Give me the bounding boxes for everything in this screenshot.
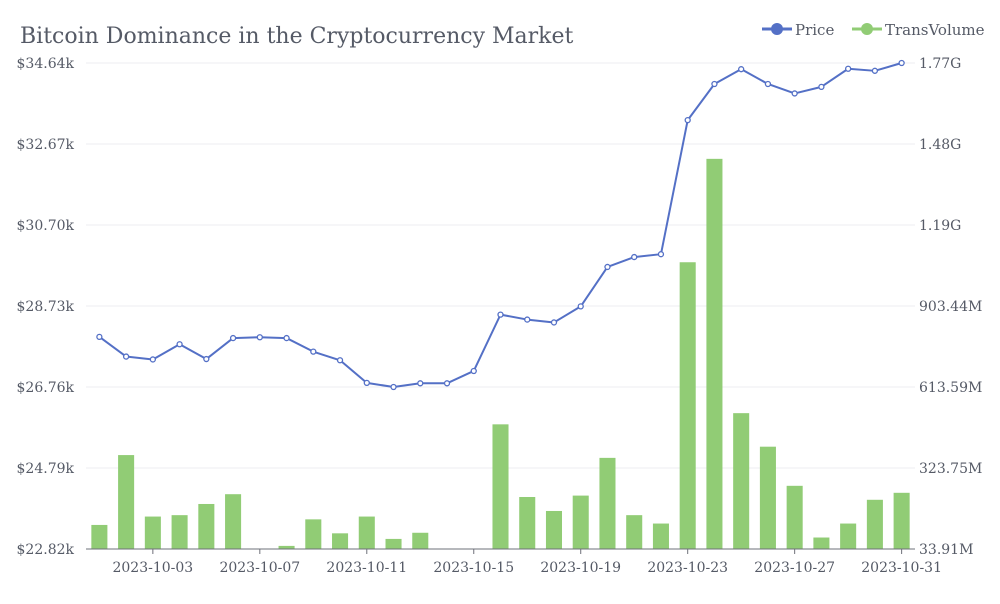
y-left-tick-label: $26.76k [17, 380, 75, 396]
y-right-tick-label: 903.44M [919, 299, 982, 315]
transvolume-bar[interactable] [118, 455, 134, 549]
transvolume-bar[interactable] [412, 533, 428, 549]
price-point[interactable] [418, 381, 423, 386]
transvolume-bar[interactable] [626, 515, 642, 549]
transvolume-bar[interactable] [680, 262, 696, 549]
price-point[interactable] [284, 336, 289, 341]
price-point[interactable] [124, 354, 129, 359]
price-point[interactable] [712, 81, 717, 86]
transvolume-bar[interactable] [386, 539, 402, 549]
x-tick-label: 2023-10-27 [754, 560, 835, 576]
price-point[interactable] [632, 255, 637, 260]
x-tick-label: 2023-10-19 [540, 560, 621, 576]
legend-transvolume-label: TransVolume [885, 21, 985, 39]
price-point[interactable] [525, 317, 530, 322]
transvolume-bar[interactable] [225, 494, 241, 549]
price-point[interactable] [899, 61, 904, 66]
price-point[interactable] [364, 380, 369, 385]
price-point[interactable] [658, 252, 663, 257]
x-tick-label: 2023-10-15 [433, 560, 514, 576]
transvolume-bar[interactable] [813, 538, 829, 549]
transvolume-bar[interactable] [733, 413, 749, 549]
legend-item-price[interactable]: Price [762, 21, 834, 39]
transvolume-bar[interactable] [145, 517, 161, 549]
legend-transvolume-marker [861, 23, 873, 35]
legend-price-label: Price [795, 21, 834, 39]
price-point[interactable] [338, 358, 343, 363]
transvolume-bar[interactable] [91, 525, 107, 549]
transvolume-bar[interactable] [653, 524, 669, 549]
legend-price-marker [771, 23, 783, 35]
price-point[interactable] [792, 91, 797, 96]
y-right-tick-label: 1.19G [919, 218, 961, 234]
price-point[interactable] [231, 336, 236, 341]
price-point[interactable] [846, 66, 851, 71]
price-point[interactable] [605, 264, 610, 269]
price-point[interactable] [177, 342, 182, 347]
transvolume-bar[interactable] [359, 517, 375, 549]
y-right-tick-label: 1.77G [919, 56, 961, 72]
x-tick-label: 2023-10-23 [647, 560, 728, 576]
transvolume-bar[interactable] [332, 533, 348, 549]
transvolume-bar[interactable] [760, 447, 776, 549]
transvolume-bar[interactable] [867, 500, 883, 549]
price-point[interactable] [739, 67, 744, 72]
transvolume-bar[interactable] [198, 504, 214, 549]
price-point[interactable] [471, 368, 476, 373]
x-tick-label: 2023-10-03 [112, 560, 193, 576]
price-point[interactable] [765, 81, 770, 86]
price-point[interactable] [150, 357, 155, 362]
transvolume-bar[interactable] [305, 519, 321, 549]
legend-item-transvolume[interactable]: TransVolume [852, 21, 985, 39]
transvolume-bar[interactable] [894, 493, 910, 549]
transvolume-bar[interactable] [519, 497, 535, 549]
price-point[interactable] [498, 312, 503, 317]
transvolume-bar[interactable] [492, 424, 508, 549]
x-tick-label: 2023-10-07 [219, 560, 300, 576]
transvolume-bar[interactable] [599, 458, 615, 549]
price-point[interactable] [551, 320, 556, 325]
price-point[interactable] [204, 357, 209, 362]
y-right-tick-label: 613.59M [919, 380, 982, 396]
price-point[interactable] [391, 385, 396, 390]
x-tick-label: 2023-10-31 [861, 560, 942, 576]
transvolume-bar[interactable] [573, 496, 589, 549]
y-left-tick-label: $22.82k [17, 542, 75, 558]
price-point[interactable] [685, 118, 690, 123]
transvolume-bar[interactable] [546, 511, 562, 549]
transvolume-bar[interactable] [787, 486, 803, 549]
y-left-tick-label: $24.79k [17, 461, 75, 477]
y-right-tick-label: 1.48G [919, 137, 961, 153]
chart-title: Bitcoin Dominance in the Cryptocurrency … [20, 24, 574, 49]
transvolume-bar[interactable] [840, 524, 856, 549]
price-point[interactable] [578, 304, 583, 309]
transvolume-bar[interactable] [706, 159, 722, 549]
y-left-tick-label: $32.67k [17, 137, 75, 153]
y-left-tick-label: $34.64k [17, 56, 75, 72]
legend[interactable]: Price TransVolume [762, 21, 985, 39]
price-point[interactable] [257, 335, 262, 340]
x-tick-label: 2023-10-11 [326, 560, 407, 576]
y-right-tick-label: 323.75M [919, 461, 982, 477]
price-point[interactable] [819, 84, 824, 89]
price-point[interactable] [97, 334, 102, 339]
price-point[interactable] [311, 349, 316, 354]
price-point[interactable] [445, 381, 450, 386]
y-left-tick-label: $30.70k [17, 218, 75, 234]
axes [86, 549, 915, 554]
grid-lines [86, 63, 915, 468]
y-right-tick-label: 33.91M [919, 542, 973, 558]
price-point[interactable] [872, 68, 877, 73]
y-left-tick-label: $28.73k [17, 299, 75, 315]
transvolume-bar[interactable] [172, 515, 188, 549]
